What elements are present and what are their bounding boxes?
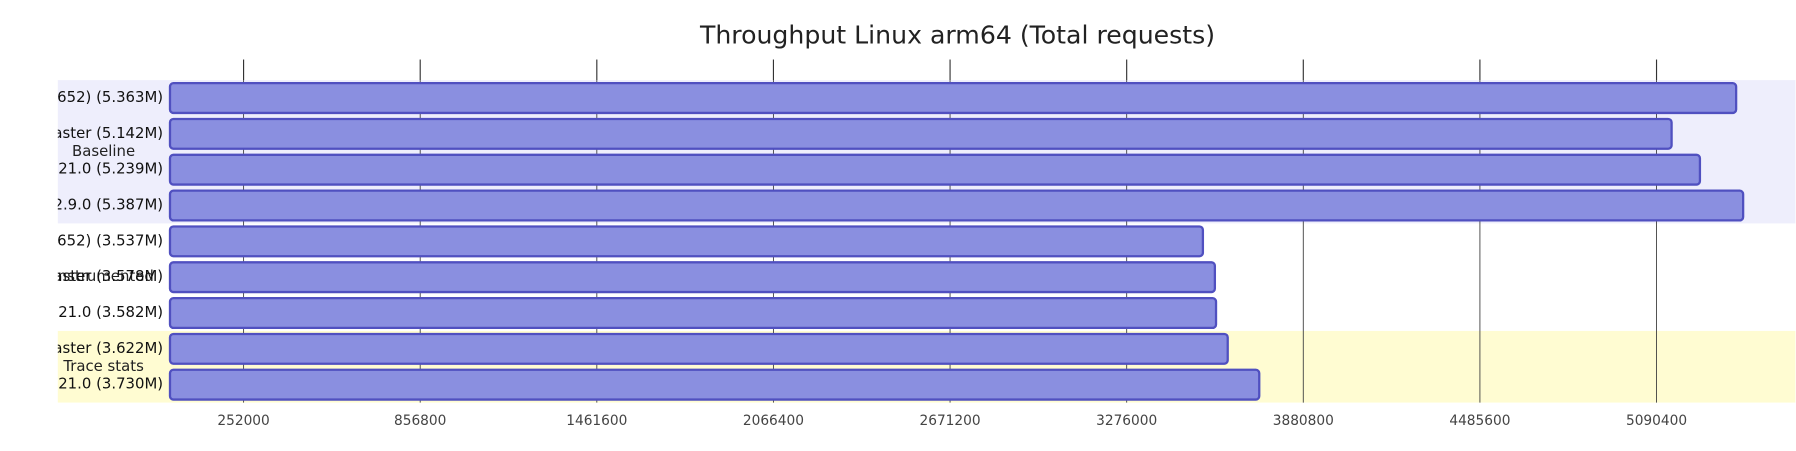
category-name: .21.0	[53, 160, 91, 178]
bar	[168, 296, 1218, 330]
category-label: aster (5.142M)	[53, 124, 163, 142]
category-label: .21.0 (3.582M)	[53, 303, 163, 321]
value-label: (3.582M)	[96, 303, 163, 321]
value-label: (3.622M)	[96, 339, 163, 357]
bar	[168, 368, 1261, 401]
x-tick-label: 2671200	[920, 413, 981, 429]
chart-title: Throughput Linux arm64 (Total requests)	[699, 21, 1215, 50]
bar	[168, 225, 1205, 258]
value-label: (3.578M)	[96, 267, 163, 285]
category-name: aster	[53, 267, 92, 285]
x-tick-label: 3276000	[1096, 413, 1157, 429]
category-name: 3652)	[48, 88, 92, 106]
section-label: Baseline	[72, 142, 135, 160]
x-tick-label: 252000	[217, 413, 269, 429]
x-tick-label: 4485600	[1449, 413, 1510, 429]
value-label: (5.142M)	[96, 124, 163, 142]
bar	[168, 117, 1673, 150]
category-label: aster (3.622M)	[53, 339, 163, 357]
x-tick-label: 2066400	[743, 413, 804, 429]
bar	[168, 261, 1217, 294]
bar	[168, 153, 1702, 186]
x-tick-label: 856800	[394, 413, 446, 429]
category-name: 3652)	[48, 231, 92, 249]
bar	[168, 189, 1745, 222]
category-name: aster	[53, 124, 92, 142]
category-label: 3652) (5.363M)	[48, 88, 163, 106]
x-tick-label: 5090400	[1626, 413, 1687, 429]
category-label: .21.0 (5.239M)	[53, 160, 163, 178]
category-name: .21.0	[53, 375, 91, 393]
category-name: .21.0	[53, 303, 91, 321]
category-label: aster (3.578M)	[53, 267, 163, 285]
category-label: .21.0 (3.730M)	[53, 375, 163, 393]
value-label: (5.363M)	[96, 88, 163, 106]
category-label: 3652) (3.537M)	[48, 231, 163, 249]
category-name: 2.9.0	[53, 196, 91, 214]
value-label: (5.239M)	[96, 160, 163, 178]
category-label: 2.9.0 (5.387M)	[53, 196, 163, 214]
bar	[168, 332, 1229, 365]
value-label: (5.387M)	[96, 196, 163, 214]
section-label: Instrumented	[53, 267, 153, 285]
bar	[168, 82, 1738, 115]
x-tick-label: 1461600	[566, 413, 627, 429]
value-label: (3.537M)	[96, 231, 163, 249]
category-name: aster	[53, 339, 92, 357]
x-tick-label: 3880800	[1273, 413, 1334, 429]
section-label: Trace stats	[62, 357, 144, 375]
bars	[168, 82, 1745, 401]
value-label: (3.730M)	[96, 375, 163, 393]
